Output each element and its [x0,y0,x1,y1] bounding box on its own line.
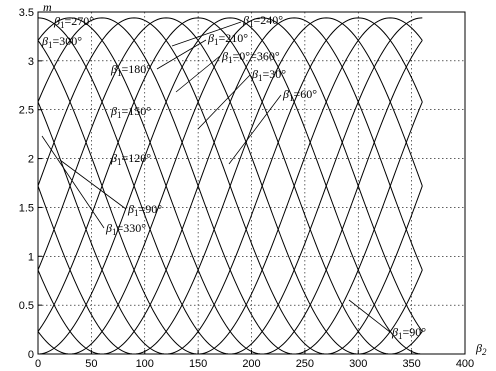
annotation-label: β1=90° [127,202,162,218]
annotation-leader-line [41,135,105,229]
x-tick-label: 400 [456,358,474,370]
annotation-label: β1=210° [207,31,248,47]
annotation-leader-line [171,21,242,47]
x-tick-label: 100 [136,358,154,370]
y-tick-label: 3 [28,56,34,68]
series-line-beta1-300 [37,17,423,355]
annotation-label: β1=60° [282,87,317,103]
annotation-leader-line [228,94,282,165]
y-tick-label: 2.5 [19,105,34,117]
grid [38,12,465,354]
x-tick-label: 150 [189,358,207,370]
annotation-label: β1=300° [41,34,82,50]
y-tick-label: 1.5 [19,202,34,214]
annotation-label: β1=150° [110,104,151,120]
annotation-label: β1=30° [251,67,286,83]
annotation-leader-line [156,39,207,70]
annotation-label: β1=0°=360° [221,49,280,65]
y-tick-label: 0 [28,349,34,361]
x-tick-label: 50 [85,358,97,370]
annotation-label: β1=330° [105,221,146,237]
x-tick-label: 200 [242,358,260,370]
y-tick-label: 3.5 [19,7,34,19]
annotation-label: β1=90° [391,325,426,341]
x-tick-label: 250 [296,358,314,370]
x-axis-label: β2 [475,341,487,357]
curves [37,17,423,355]
annotation-leader-line [175,55,221,93]
annotation-leader-line [197,74,251,130]
annotation-leader-line [348,299,391,333]
ticks: 0 50 100 150 200 250 300 350 400 0 0.5 1 1.5 2 2.5 3 3.5 [19,7,474,370]
x-tick-label: 350 [402,358,420,370]
x-tick-label: 300 [349,358,367,370]
y-axis-label: m [43,0,52,14]
annotation-label: β1=270° [53,14,94,30]
annotation-label: β1=120° [110,151,151,167]
annotation-label: β1=180° [110,62,151,78]
y-tick-label: 0.5 [19,300,34,312]
x-tick-label: 0 [35,358,41,370]
annotations: β1=270° β1=300° β1=240° β1=210° β1=0°=360° β1… [41,13,426,341]
y-tick-label: 1 [28,251,34,263]
series-line-beta1-180 [37,17,423,355]
plot-frame [37,11,466,355]
series-line-beta1-270 [37,17,423,355]
annotation-label: β1=240° [242,13,283,29]
y-tick-label: 2 [28,154,34,166]
annotation-leader-line [59,159,127,210]
